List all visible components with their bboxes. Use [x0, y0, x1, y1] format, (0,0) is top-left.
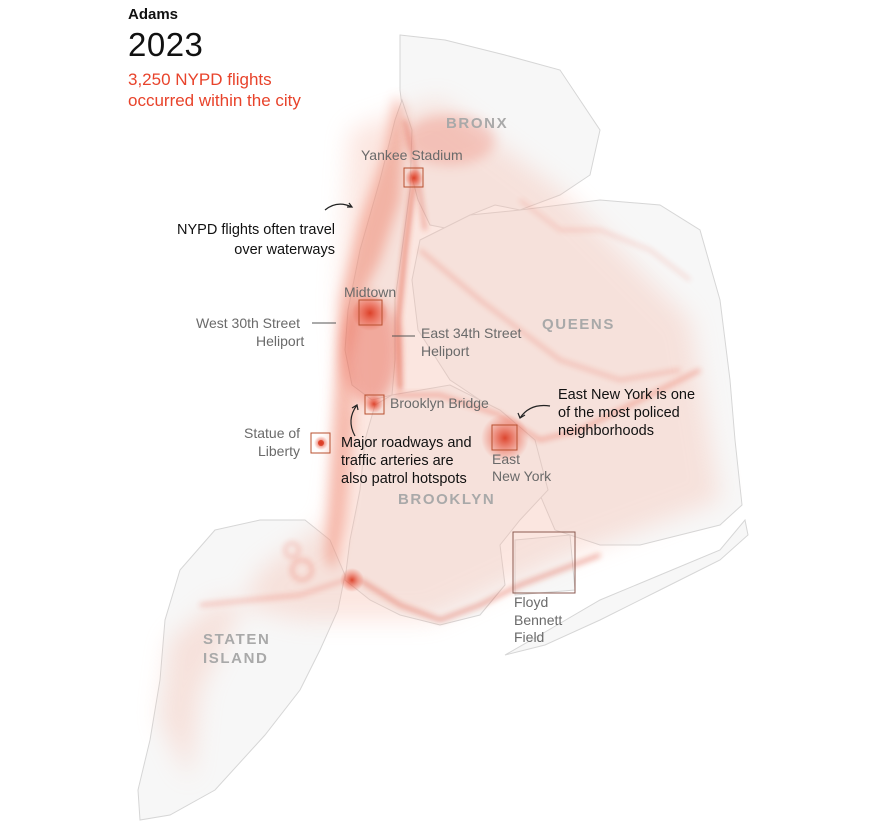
- yankee-stadium-label: Yankee Stadium: [361, 147, 463, 163]
- roadways-note-line-3: also patrol hotspots: [341, 471, 467, 487]
- roadways-arrowhead: [351, 404, 359, 411]
- staten-island-label-line-2: ISLAND: [203, 650, 268, 667]
- east-34th-label-line-2: Heliport: [421, 343, 469, 359]
- east-34th-label-line-1: East 34th Street: [421, 325, 522, 341]
- subtitle-line-1: 3,250 NYPD flights: [128, 70, 272, 89]
- yankee-stadium-box: [403, 167, 424, 188]
- brooklyn-bridge-label: Brooklyn Bridge: [390, 395, 489, 411]
- waterways-arrowhead: [347, 202, 354, 208]
- floyd-label-line-1: Floyd: [514, 594, 548, 610]
- rockaway-landmass: [504, 518, 749, 656]
- east-new-york-box: [491, 424, 518, 451]
- brooklyn-label: BROOKLYN: [398, 491, 495, 508]
- statue-label-line-2: Liberty: [258, 443, 300, 459]
- flight-count-subtitle: 3,250 NYPD flights occurred within the c…: [128, 69, 428, 111]
- eastny-arrow: [519, 404, 551, 419]
- statue-of-liberty-box: [310, 432, 331, 454]
- roadways-arrow: [350, 404, 358, 437]
- staten-island-label-line-1: STATEN: [203, 631, 270, 648]
- queens-label: QUEENS: [542, 316, 615, 333]
- year-title: 2023: [128, 26, 204, 63]
- statue-label-line-1: Statue of: [244, 425, 300, 441]
- floyd-label-line-3: Field: [514, 629, 544, 645]
- eastny-note-line-2: of the most policed: [558, 405, 680, 421]
- midtown-box: [358, 299, 383, 326]
- eastny-note-line-1: East New York is one: [558, 387, 695, 403]
- eastny-arrowhead: [517, 412, 526, 419]
- waterways-arrow: [324, 203, 353, 211]
- east-ny-label-line-2: New York: [492, 468, 552, 484]
- subtitle-line-2: occurred within the city: [128, 91, 301, 110]
- brooklyn-bridge-box: [364, 394, 385, 415]
- waterways-note-line-1: NYPD flights often travel: [177, 222, 335, 238]
- administration-label: Adams: [128, 6, 179, 23]
- midtown-label: Midtown: [344, 284, 396, 300]
- roadways-note-line-1: Major roadways and: [341, 435, 472, 451]
- bronx-label: BRONX: [446, 115, 508, 132]
- east-ny-label-line-1: East: [492, 451, 520, 467]
- waterways-note-line-2: over waterways: [234, 242, 335, 258]
- eastny-note-line-3: neighborhoods: [558, 423, 654, 439]
- floyd-label-line-2: Bennett: [514, 612, 562, 628]
- west-30th-label-line-2: Heliport: [256, 333, 304, 349]
- floyd-bennett-box: [512, 531, 576, 594]
- west-30th-label-line-1: West 30th Street: [196, 315, 300, 331]
- roadways-note-line-2: traffic arteries are: [341, 453, 454, 469]
